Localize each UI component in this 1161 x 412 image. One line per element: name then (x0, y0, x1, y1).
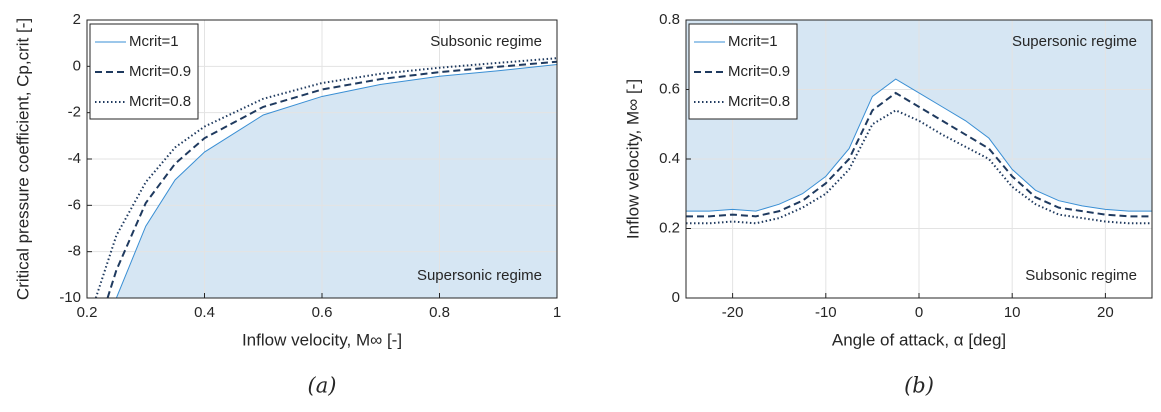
series-line (686, 78, 1152, 212)
x-tick-label: 20 (1097, 304, 1114, 321)
annotation: Subsonic regime (430, 33, 542, 50)
y-tick-label: -8 (68, 243, 81, 260)
y-tick-label: 0 (672, 289, 680, 306)
x-tick-label: 0.6 (312, 304, 333, 321)
x-axis-label: Angle of attack, α [deg] (832, 330, 1006, 349)
legend-label: Mcrit=1 (728, 33, 778, 50)
y-tick-label: -4 (68, 150, 81, 167)
series-line (686, 91, 1152, 218)
y-tick-label: 2 (73, 11, 81, 28)
region-fill (116, 64, 557, 298)
x-axis-label: Inflow velocity, M∞ [-] (242, 330, 402, 349)
axes-box (685, 19, 1153, 299)
series-line (94, 57, 557, 298)
x-tick-label: -20 (722, 304, 744, 321)
subplot: 0.2 0.4 0.6 0.8 1 -10 -8 -6 -4 -2 0 2 Subsonic regim… (13, 11, 561, 398)
y-tick-label: 0.6 (659, 80, 680, 97)
annotation: Supersonic regime (1012, 33, 1137, 50)
x-tick-label: 0.2 (77, 304, 98, 321)
y-tick-label: -10 (59, 289, 81, 306)
y-tick-label: 0.4 (659, 150, 680, 167)
y-axis-label: Critical pressure coefficient, Cp,crit [… (13, 18, 32, 300)
y-tick-label: 0.2 (659, 219, 680, 236)
x-tick-label: 0.4 (194, 304, 215, 321)
y-tick-label: 0 (73, 57, 81, 74)
legend-label: Mcrit=0.9 (728, 63, 790, 80)
y-axis-label: Inflow velocity, M∞ [-] (623, 79, 642, 239)
series-line (115, 63, 557, 298)
caption: (a) (308, 374, 337, 398)
annotation: Subsonic regime (1025, 267, 1137, 284)
x-tick-label: 10 (1004, 304, 1021, 321)
annotation: Supersonic regime (417, 267, 542, 284)
region-fill (686, 20, 1152, 212)
legend-label: Mcrit=0.8 (728, 93, 790, 110)
y-tick-label: -6 (68, 196, 81, 213)
x-tick-label: 1 (553, 304, 561, 321)
axes-box (86, 19, 558, 299)
x-tick-label: 0.8 (429, 304, 450, 321)
y-tick-label: -2 (68, 104, 81, 121)
legend-label: Mcrit=0.8 (129, 93, 191, 110)
subplot: -20 -10 0 10 20 0 0.2 0.4 0.6 0.8 Supersonic regim… (623, 11, 1153, 398)
y-tick-label: 0.8 (659, 11, 680, 28)
x-tick-label: -10 (815, 304, 837, 321)
legend-label: Mcrit=1 (129, 33, 179, 50)
legend-label: Mcrit=0.9 (129, 63, 191, 80)
series-line (106, 60, 557, 298)
x-tick-label: 0 (915, 304, 923, 321)
caption: (b) (904, 374, 934, 398)
